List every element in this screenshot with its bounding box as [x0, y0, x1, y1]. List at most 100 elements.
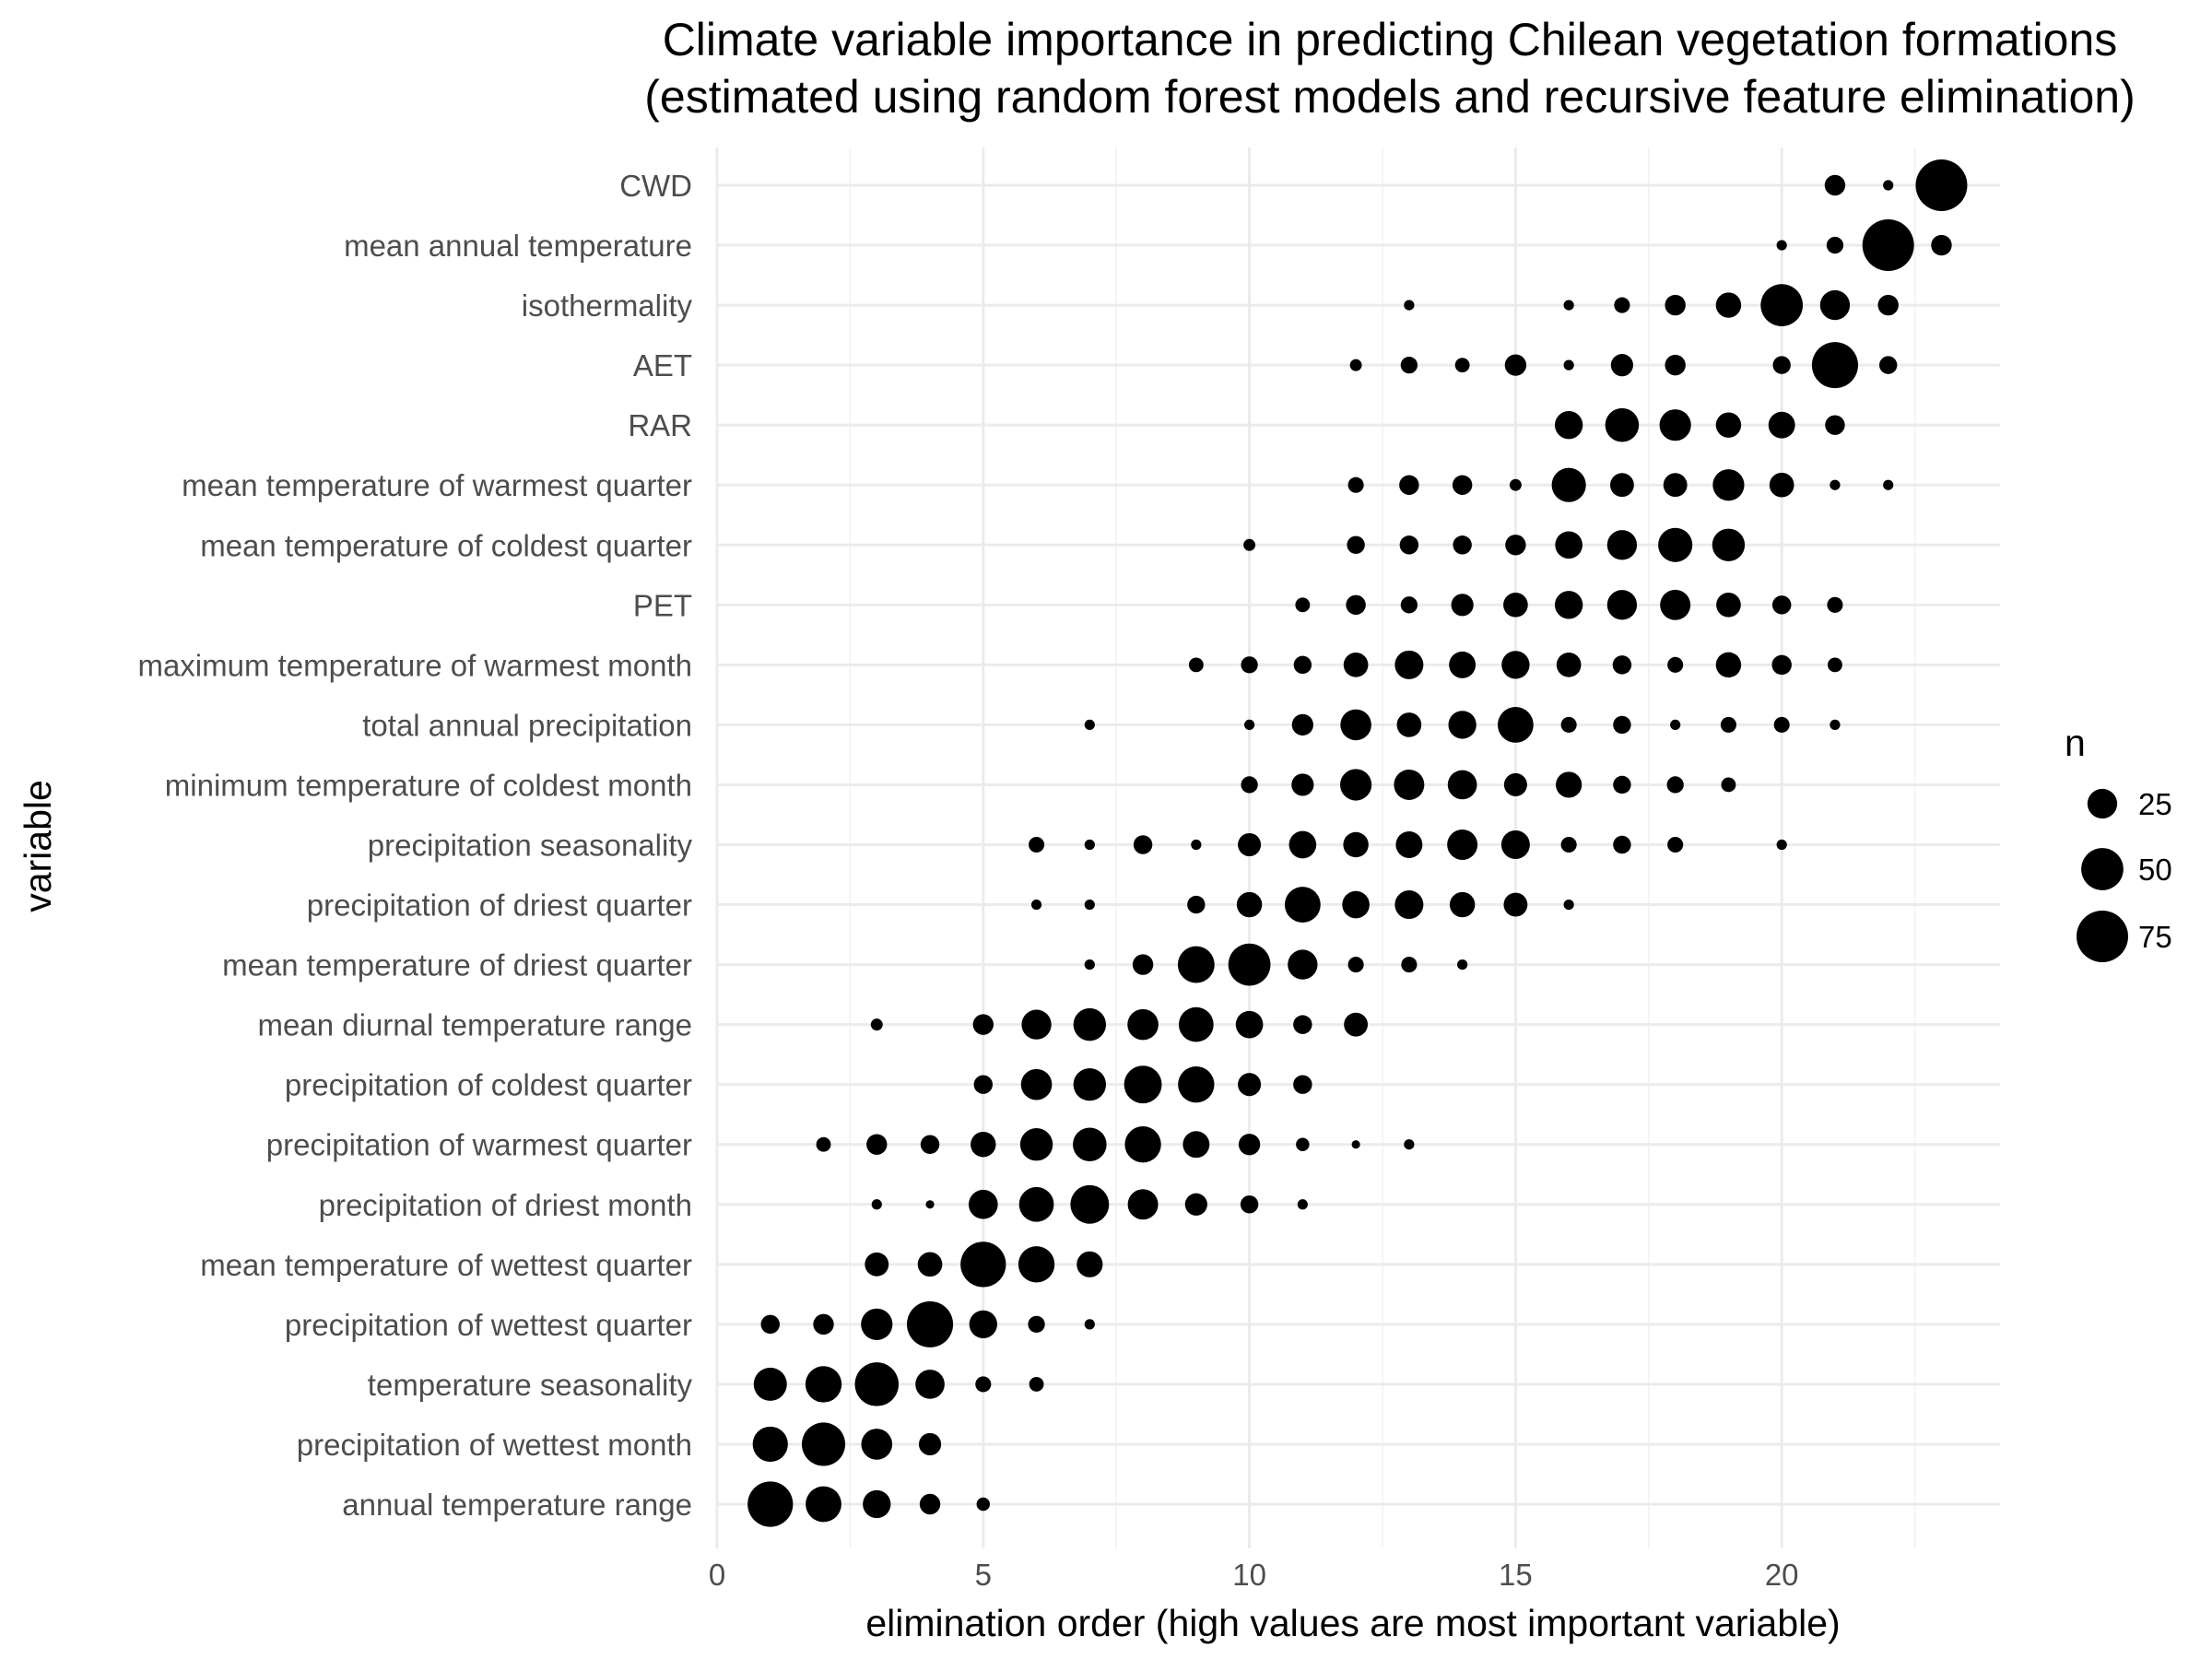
data-point: [1343, 653, 1369, 677]
data-point: [1665, 294, 1686, 316]
data-point: [1776, 240, 1787, 251]
data-point: [1453, 535, 1472, 555]
data-point: [1560, 836, 1577, 853]
data-point: [1862, 219, 1914, 272]
legend-key-point: [2077, 911, 2128, 962]
data-point: [866, 1134, 888, 1155]
y-tick-label: mean temperature of wettest quarter: [200, 1248, 692, 1282]
data-point: [918, 1432, 942, 1456]
data-point: [1395, 831, 1423, 858]
data-point: [1503, 772, 1527, 796]
data-point: [1721, 777, 1736, 793]
data-point: [1349, 359, 1362, 371]
x-tick-label: 5: [975, 1558, 992, 1592]
data-point: [1018, 1186, 1054, 1222]
data-point: [806, 1486, 841, 1523]
data-point: [1133, 835, 1153, 854]
data-point: [1503, 592, 1528, 618]
x-tick-label: 10: [1232, 1558, 1266, 1592]
data-point: [1771, 654, 1792, 676]
data-point: [919, 1493, 941, 1515]
data-point: [1883, 180, 1894, 191]
y-tick-label: isothermality: [522, 288, 693, 323]
data-point: [1228, 943, 1271, 986]
y-tick-label: precipitation seasonality: [368, 829, 693, 863]
data-point: [1399, 535, 1419, 555]
data-point: [1084, 719, 1095, 731]
data-point: [753, 1367, 787, 1401]
data-point: [1346, 594, 1366, 616]
data-point: [1238, 1073, 1262, 1097]
data-point: [1084, 839, 1095, 851]
data-point: [1457, 959, 1468, 971]
data-point: [1563, 359, 1574, 371]
data-point: [1293, 655, 1312, 675]
legend-key-point: [2081, 848, 2124, 890]
y-tick-label: mean temperature of coldest quarter: [200, 528, 692, 562]
data-point: [1018, 1246, 1055, 1283]
data-point: [1666, 776, 1684, 794]
data-point: [1509, 478, 1522, 491]
data-point: [1500, 830, 1530, 860]
y-tick-label: temperature seasonality: [368, 1368, 693, 1402]
data-point: [1127, 1189, 1159, 1220]
data-point: [1188, 657, 1204, 673]
data-point: [1505, 535, 1526, 556]
data-point: [1447, 830, 1478, 860]
data-point: [1715, 412, 1742, 438]
y-tick-label: mean diurnal temperature range: [258, 1008, 692, 1042]
data-point: [1819, 289, 1851, 321]
legend-key-point: [2087, 788, 2118, 819]
data-point: [1716, 592, 1741, 618]
data-point: [1343, 831, 1369, 858]
size-legend: n 25 50 75: [2065, 722, 2172, 962]
data-point: [1394, 890, 1424, 920]
data-point: [1877, 294, 1899, 316]
data-point: [1497, 707, 1534, 743]
data-point: [1020, 1068, 1053, 1100]
data-point: [1454, 358, 1470, 373]
data-point: [1658, 527, 1693, 562]
data-point: [1084, 899, 1095, 911]
data-point: [801, 1422, 846, 1466]
data-point: [1288, 949, 1318, 980]
data-point: [915, 1370, 945, 1399]
legend-label: 25: [2138, 787, 2172, 821]
y-tick-label: PET: [633, 588, 692, 622]
y-axis-tick-labels: CWD mean annual temperature isothermality A…: [137, 169, 692, 1522]
data-point: [1340, 709, 1371, 741]
data-point: [1931, 234, 1952, 256]
data-point: [870, 1018, 883, 1031]
x-tick-label: 20: [1765, 1558, 1799, 1592]
chart-subtitle: (estimated using random forest models an…: [644, 71, 2135, 123]
data-point: [1556, 653, 1582, 677]
data-point: [760, 1314, 780, 1335]
data-point: [1563, 300, 1574, 311]
data-point: [1811, 342, 1858, 389]
data-point: [972, 1014, 994, 1035]
data-point: [1178, 1006, 1214, 1042]
data-point: [1077, 1251, 1103, 1277]
data-point: [1665, 354, 1686, 376]
data-point: [1504, 354, 1527, 376]
y-tick-label: precipitation of wettest quarter: [285, 1308, 692, 1342]
data-point: [917, 1252, 943, 1277]
y-tick-label: mean temperature of warmest quarter: [182, 468, 692, 502]
data-point: [1028, 1315, 1045, 1334]
data-point: [1609, 473, 1634, 498]
x-axis-tick-labels: 0 5 10 15 20: [709, 1558, 1799, 1592]
data-point: [1293, 1015, 1312, 1034]
data-point: [1554, 411, 1583, 440]
data-point: [861, 1429, 893, 1460]
data-point: [960, 1241, 1006, 1288]
y-tick-label: mean annual temperature: [344, 229, 692, 263]
data-point: [1883, 479, 1894, 490]
data-point: [1448, 711, 1477, 739]
y-tick-label: minimum temperature of coldest month: [165, 768, 692, 802]
data-point: [1828, 657, 1842, 673]
data-point: [1238, 832, 1262, 857]
data-point: [925, 1200, 935, 1209]
data-point: [861, 1308, 893, 1340]
data-point: [1241, 656, 1258, 674]
